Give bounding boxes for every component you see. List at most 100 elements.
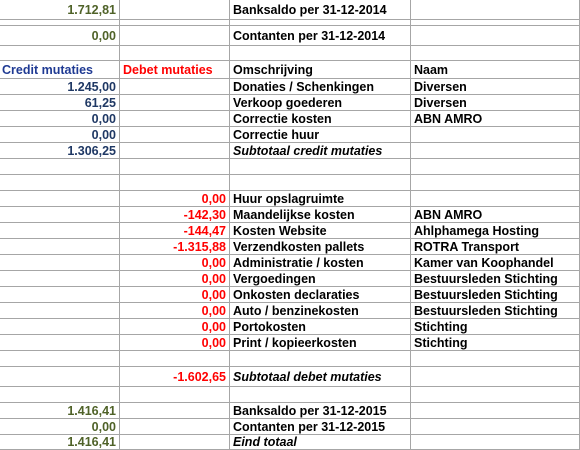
- cell-debet[interactable]: [120, 0, 230, 19]
- cell-credit[interactable]: 0,00: [0, 127, 120, 142]
- cell-omschrijving[interactable]: Eind totaal: [230, 435, 411, 449]
- cell-debet[interactable]: 0,00: [120, 191, 230, 206]
- cell-debet[interactable]: [120, 127, 230, 142]
- cell-naam[interactable]: [411, 351, 580, 366]
- cell-credit[interactable]: [0, 20, 120, 25]
- cell-omschrijving[interactable]: Maandelijkse kosten: [230, 207, 411, 222]
- column-header-omschrijving[interactable]: Omschrijving: [230, 61, 411, 78]
- cell-omschrijving[interactable]: Kosten Website: [230, 223, 411, 238]
- cell-debet[interactable]: -1.315,88: [120, 239, 230, 254]
- cell-credit[interactable]: [0, 387, 120, 402]
- cell-credit[interactable]: [0, 367, 120, 386]
- cell-credit[interactable]: [0, 319, 120, 334]
- cell-credit[interactable]: [0, 223, 120, 238]
- cell-omschrijving[interactable]: Print / kopieerkosten: [230, 335, 411, 350]
- cell-omschrijving[interactable]: Banksaldo per 31-12-2015: [230, 403, 411, 418]
- cell-omschrijving[interactable]: Portokosten: [230, 319, 411, 334]
- cell-omschrijving[interactable]: [230, 46, 411, 60]
- cell-credit[interactable]: 1.416,41: [0, 403, 120, 418]
- cell-debet[interactable]: [120, 351, 230, 366]
- cell-credit[interactable]: [0, 335, 120, 350]
- cell-naam[interactable]: Diversen: [411, 95, 580, 110]
- cell-naam[interactable]: [411, 367, 580, 386]
- cell-debet[interactable]: 0,00: [120, 271, 230, 286]
- cell-omschrijving[interactable]: Subtotaal debet mutaties: [230, 367, 411, 386]
- cell-naam[interactable]: [411, 175, 580, 190]
- cell-debet[interactable]: 0,00: [120, 303, 230, 318]
- cell-debet[interactable]: [120, 79, 230, 94]
- cell-naam[interactable]: ABN AMRO: [411, 111, 580, 126]
- cell-naam[interactable]: Stichting: [411, 319, 580, 334]
- cell-credit[interactable]: [0, 207, 120, 222]
- cell-omschrijving[interactable]: [230, 20, 411, 25]
- cell-debet[interactable]: [120, 419, 230, 434]
- cell-omschrijving[interactable]: Banksaldo per 31-12-2014: [230, 0, 411, 19]
- cell-credit[interactable]: 1.245,00: [0, 79, 120, 94]
- cell-naam[interactable]: Bestuursleden Stichting: [411, 287, 580, 302]
- cell-naam[interactable]: [411, 46, 580, 60]
- column-header-naam[interactable]: Naam: [411, 61, 580, 78]
- cell-debet[interactable]: [120, 111, 230, 126]
- cell-debet[interactable]: -142,30: [120, 207, 230, 222]
- cell-naam[interactable]: [411, 435, 580, 449]
- cell-debet[interactable]: 0,00: [120, 255, 230, 270]
- cell-naam[interactable]: [411, 20, 580, 25]
- cell-credit[interactable]: [0, 287, 120, 302]
- cell-naam[interactable]: Kamer van Koophandel: [411, 255, 580, 270]
- cell-debet[interactable]: [120, 159, 230, 174]
- cell-naam[interactable]: Diversen: [411, 79, 580, 94]
- cell-debet[interactable]: [120, 387, 230, 402]
- cell-omschrijving[interactable]: Subtotaal credit mutaties: [230, 143, 411, 158]
- column-header-credit[interactable]: Credit mutaties: [0, 61, 120, 78]
- cell-omschrijving[interactable]: Administratie / kosten: [230, 255, 411, 270]
- cell-credit[interactable]: [0, 303, 120, 318]
- cell-credit[interactable]: [0, 351, 120, 366]
- cell-omschrijving[interactable]: [230, 387, 411, 402]
- cell-omschrijving[interactable]: [230, 175, 411, 190]
- cell-credit-total[interactable]: 1.416,41: [0, 435, 120, 449]
- cell-debet[interactable]: [120, 175, 230, 190]
- cell-omschrijving[interactable]: Contanten per 31-12-2015: [230, 419, 411, 434]
- cell-credit[interactable]: 1.712,81: [0, 0, 120, 19]
- cell-debet[interactable]: [120, 46, 230, 60]
- cell-omschrijving[interactable]: Onkosten declaraties: [230, 287, 411, 302]
- cell-naam[interactable]: [411, 0, 580, 19]
- cell-omschrijving[interactable]: Correctie huur: [230, 127, 411, 142]
- cell-omschrijving[interactable]: Huur opslagruimte: [230, 191, 411, 206]
- cell-naam[interactable]: ROTRA Transport: [411, 239, 580, 254]
- cell-debet[interactable]: [120, 143, 230, 158]
- cell-debet[interactable]: -144,47: [120, 223, 230, 238]
- cell-credit-subtotal[interactable]: 1.306,25: [0, 143, 120, 158]
- cell-omschrijving[interactable]: [230, 159, 411, 174]
- cell-debet[interactable]: 0,00: [120, 335, 230, 350]
- column-header-debet[interactable]: Debet mutaties: [120, 61, 230, 78]
- cell-naam[interactable]: [411, 191, 580, 206]
- cell-debet-subtotal[interactable]: -1.602,65: [120, 367, 230, 386]
- cell-omschrijving[interactable]: Correctie kosten: [230, 111, 411, 126]
- cell-omschrijving[interactable]: [230, 351, 411, 366]
- cell-credit[interactable]: 61,25: [0, 95, 120, 110]
- cell-naam[interactable]: [411, 159, 580, 174]
- cell-naam[interactable]: [411, 127, 580, 142]
- cell-naam[interactable]: [411, 387, 580, 402]
- cell-naam[interactable]: Stichting: [411, 335, 580, 350]
- cell-credit[interactable]: [0, 255, 120, 270]
- cell-credit[interactable]: 0,00: [0, 26, 120, 45]
- cell-debet[interactable]: 0,00: [120, 287, 230, 302]
- cell-naam[interactable]: Ahlphamega Hosting: [411, 223, 580, 238]
- cell-credit[interactable]: [0, 159, 120, 174]
- cell-omschrijving[interactable]: Verkoop goederen: [230, 95, 411, 110]
- cell-debet[interactable]: [120, 20, 230, 25]
- cell-credit[interactable]: 0,00: [0, 419, 120, 434]
- cell-naam[interactable]: Bestuursleden Stichting: [411, 271, 580, 286]
- cell-naam[interactable]: [411, 26, 580, 45]
- cell-credit[interactable]: [0, 239, 120, 254]
- cell-omschrijving[interactable]: Verzendkosten pallets: [230, 239, 411, 254]
- cell-naam[interactable]: ABN AMRO: [411, 207, 580, 222]
- cell-credit[interactable]: 0,00: [0, 111, 120, 126]
- cell-debet[interactable]: [120, 403, 230, 418]
- cell-credit[interactable]: [0, 175, 120, 190]
- cell-debet[interactable]: 0,00: [120, 319, 230, 334]
- cell-omschrijving[interactable]: Auto / benzinekosten: [230, 303, 411, 318]
- cell-naam[interactable]: Bestuursleden Stichting: [411, 303, 580, 318]
